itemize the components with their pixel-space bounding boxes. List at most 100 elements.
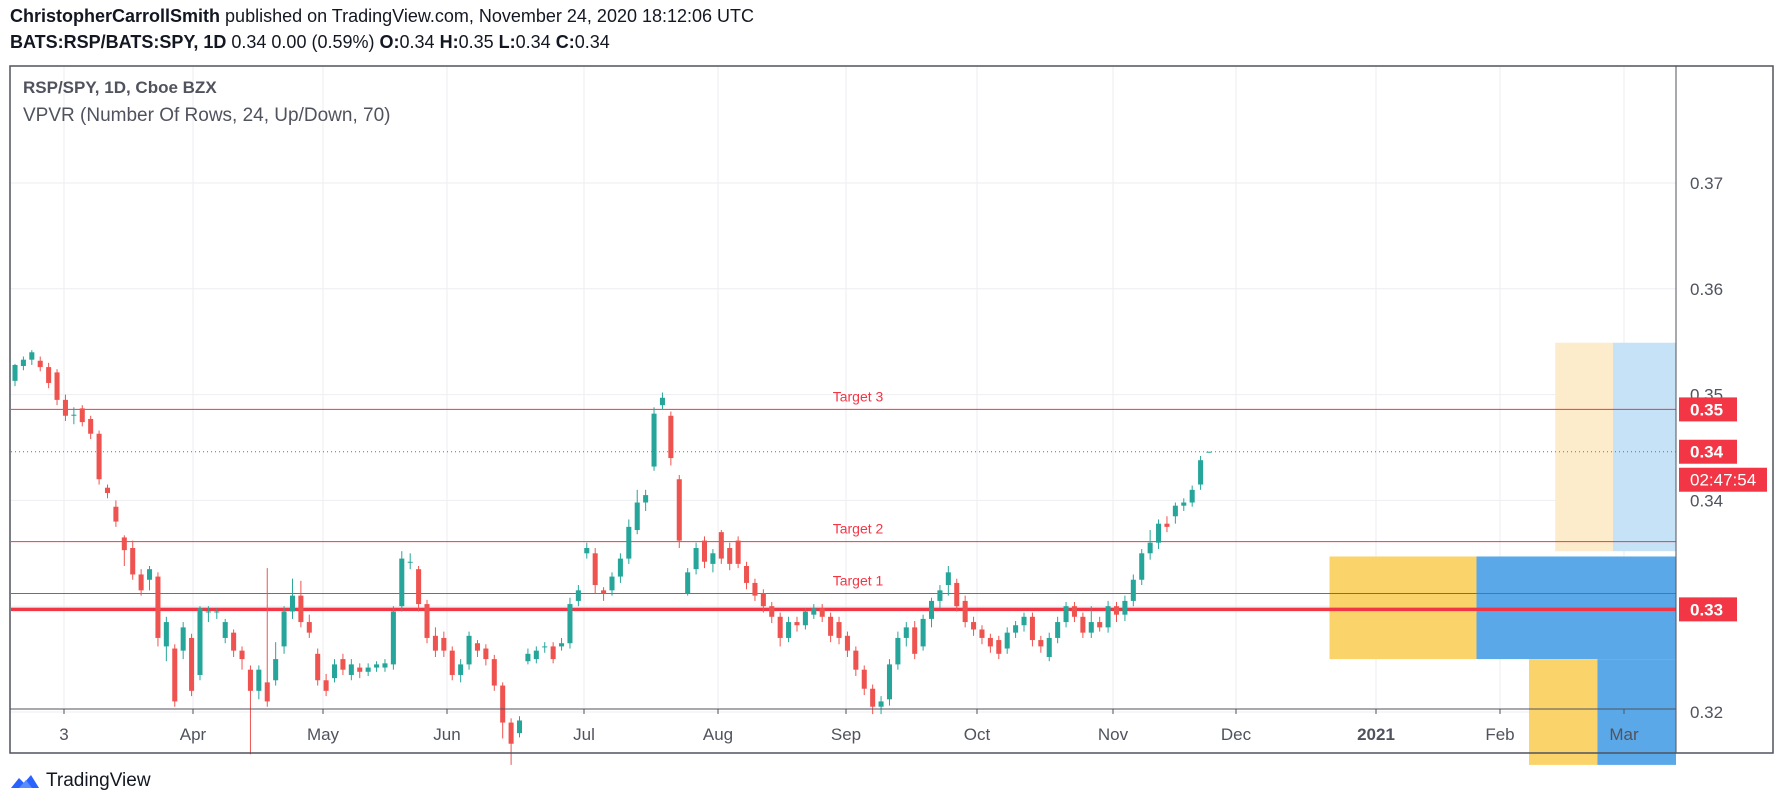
bar-countdown-tag-bg: [1679, 467, 1767, 492]
candle-body: [273, 659, 279, 681]
candle-body: [559, 643, 565, 647]
candle-body: [130, 548, 136, 575]
candle-body: [802, 611, 808, 626]
candle-body: [1105, 606, 1111, 628]
candle-body: [987, 637, 993, 647]
candle-body: [710, 553, 716, 564]
candle-body: [357, 667, 363, 672]
open-value: 0.34: [399, 32, 435, 52]
candle-body: [340, 659, 346, 670]
candle-body: [979, 629, 985, 638]
candle-body: [315, 653, 321, 681]
time-tick-label: Jun: [433, 725, 460, 744]
candle-body: [399, 558, 405, 607]
candle-body: [466, 635, 472, 665]
candle-body: [264, 682, 270, 702]
candle-body: [727, 548, 733, 564]
low-label: L:: [498, 32, 516, 52]
quote-change: 0.34 0.00 (0.59%): [231, 32, 375, 52]
candle-body: [659, 397, 665, 406]
candle-body: [20, 359, 26, 367]
candle-body: [786, 622, 792, 638]
price-tick-label: 0.32: [1690, 703, 1723, 722]
candle-body: [928, 600, 935, 619]
candle-body: [1113, 606, 1120, 615]
candle-body: [1046, 637, 1052, 657]
candle-body: [1013, 625, 1019, 633]
time-tick-label: Jul: [573, 725, 595, 744]
candles: [12, 350, 1212, 765]
last-price-tag: 0.34: [1690, 443, 1724, 462]
candle-body: [374, 664, 380, 668]
candle-body: [1029, 616, 1035, 641]
candle-body: [634, 502, 640, 531]
candle-body: [516, 720, 523, 734]
candle-body: [971, 622, 977, 630]
candle-body: [458, 664, 464, 675]
candle-body: [138, 574, 144, 591]
footer-brand[interactable]: TradingView: [10, 770, 151, 792]
last-price-tag-bg: [1679, 439, 1737, 464]
close-label: C:: [555, 32, 575, 52]
candle-body: [760, 593, 766, 607]
chart-legend-title: RSP/SPY, 1D, Cboe BZX: [23, 78, 217, 97]
candle-body: [222, 622, 228, 638]
candle-body: [62, 399, 68, 416]
candle-body: [348, 664, 354, 675]
candle-body: [1004, 632, 1010, 649]
candle-body: [920, 618, 926, 647]
candle-body: [601, 590, 607, 594]
time-tick-label: Nov: [1098, 725, 1129, 744]
candle-body: [1181, 502, 1187, 506]
candle-body: [1063, 606, 1069, 623]
candle-body: [239, 650, 245, 660]
volume-profile-down-bar: [1529, 659, 1598, 765]
candle-body: [289, 595, 296, 612]
candle-body: [1139, 553, 1145, 580]
candle-body: [163, 622, 169, 647]
candle-body: [474, 643, 480, 651]
candle-body: [121, 537, 127, 551]
price-tick-label: 0.34: [1690, 491, 1723, 510]
publish-info: ChristopherCarrollSmith published on Tra…: [10, 6, 754, 27]
candle-body: [626, 526, 632, 559]
candle-body: [491, 659, 497, 686]
candle-body: [836, 622, 842, 638]
candle-body: [281, 611, 287, 647]
candle-body: [853, 650, 859, 670]
target-price-tag-bg: [1679, 597, 1737, 622]
volume-profile-up-bar: [1597, 659, 1676, 765]
candle-body: [1080, 616, 1086, 633]
time-tick-label: 2021: [1357, 725, 1395, 744]
candle-body: [811, 608, 817, 615]
candle-body: [693, 548, 699, 570]
open-label: O:: [379, 32, 400, 52]
price-tick-label: 0.37: [1690, 174, 1723, 193]
target-price-tag: 0.35: [1690, 400, 1723, 419]
close-value: 0.34: [574, 32, 610, 52]
price-tick-label: 0.36: [1690, 280, 1723, 299]
candle-body: [828, 616, 834, 636]
candle-body: [1038, 640, 1044, 647]
candle-body: [912, 627, 918, 654]
candle-body: [1156, 523, 1162, 543]
time-axis[interactable]: 3 Apr May Jun Jul Aug Sep Oct Nov Dec 2021 Feb Mar: [59, 709, 1639, 744]
candle-body: [533, 650, 539, 660]
candle-body: [617, 558, 623, 577]
candle-body: [777, 616, 783, 638]
candle-body: [155, 576, 161, 638]
time-tick-label: Dec: [1221, 725, 1252, 744]
candle-body: [752, 582, 758, 596]
candle-body: [79, 408, 85, 423]
candle-body: [104, 487, 111, 493]
candle-body: [172, 648, 178, 702]
candle-body: [886, 664, 893, 700]
indicator-legend[interactable]: VPVR (Number Of Rows, 24, Up/Down, 70): [23, 105, 391, 126]
candle-body: [46, 367, 52, 383]
candle-body: [676, 479, 682, 541]
candle-body: [1130, 579, 1136, 601]
high-value: 0.35: [458, 32, 494, 52]
candle-body: [197, 608, 203, 675]
candle-body: [54, 372, 60, 400]
